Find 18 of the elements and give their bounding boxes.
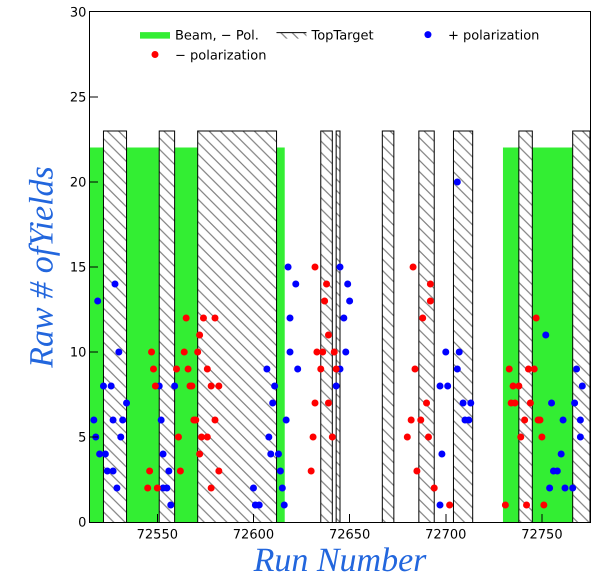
y-tick-label: 10: [70, 346, 86, 361]
x-tick-label: 72750: [521, 528, 563, 543]
x-tick-label: 72700: [425, 528, 466, 543]
y-tick-label: 15: [70, 260, 86, 276]
legend-label: TopTarget: [310, 28, 374, 44]
y-tick-label: 5: [78, 430, 86, 446]
legend-label: + polarization: [448, 28, 540, 44]
x-tick-label: 72650: [328, 528, 370, 543]
legend-label: Beam, − Pol.: [175, 28, 259, 44]
y-axis-title: Raw # ofYields: [23, 166, 60, 369]
y-tick-label: 25: [70, 90, 86, 106]
x-tick-label: 72600: [232, 528, 274, 543]
y-tick-label: 0: [78, 516, 86, 531]
x-tick-label: 72550: [136, 528, 178, 543]
y-tick-label: 20: [70, 176, 86, 191]
legend-label: − polarization: [175, 48, 266, 64]
y-tick-label: 30: [70, 6, 86, 21]
x-axis-title: Run Number: [252, 542, 428, 579]
